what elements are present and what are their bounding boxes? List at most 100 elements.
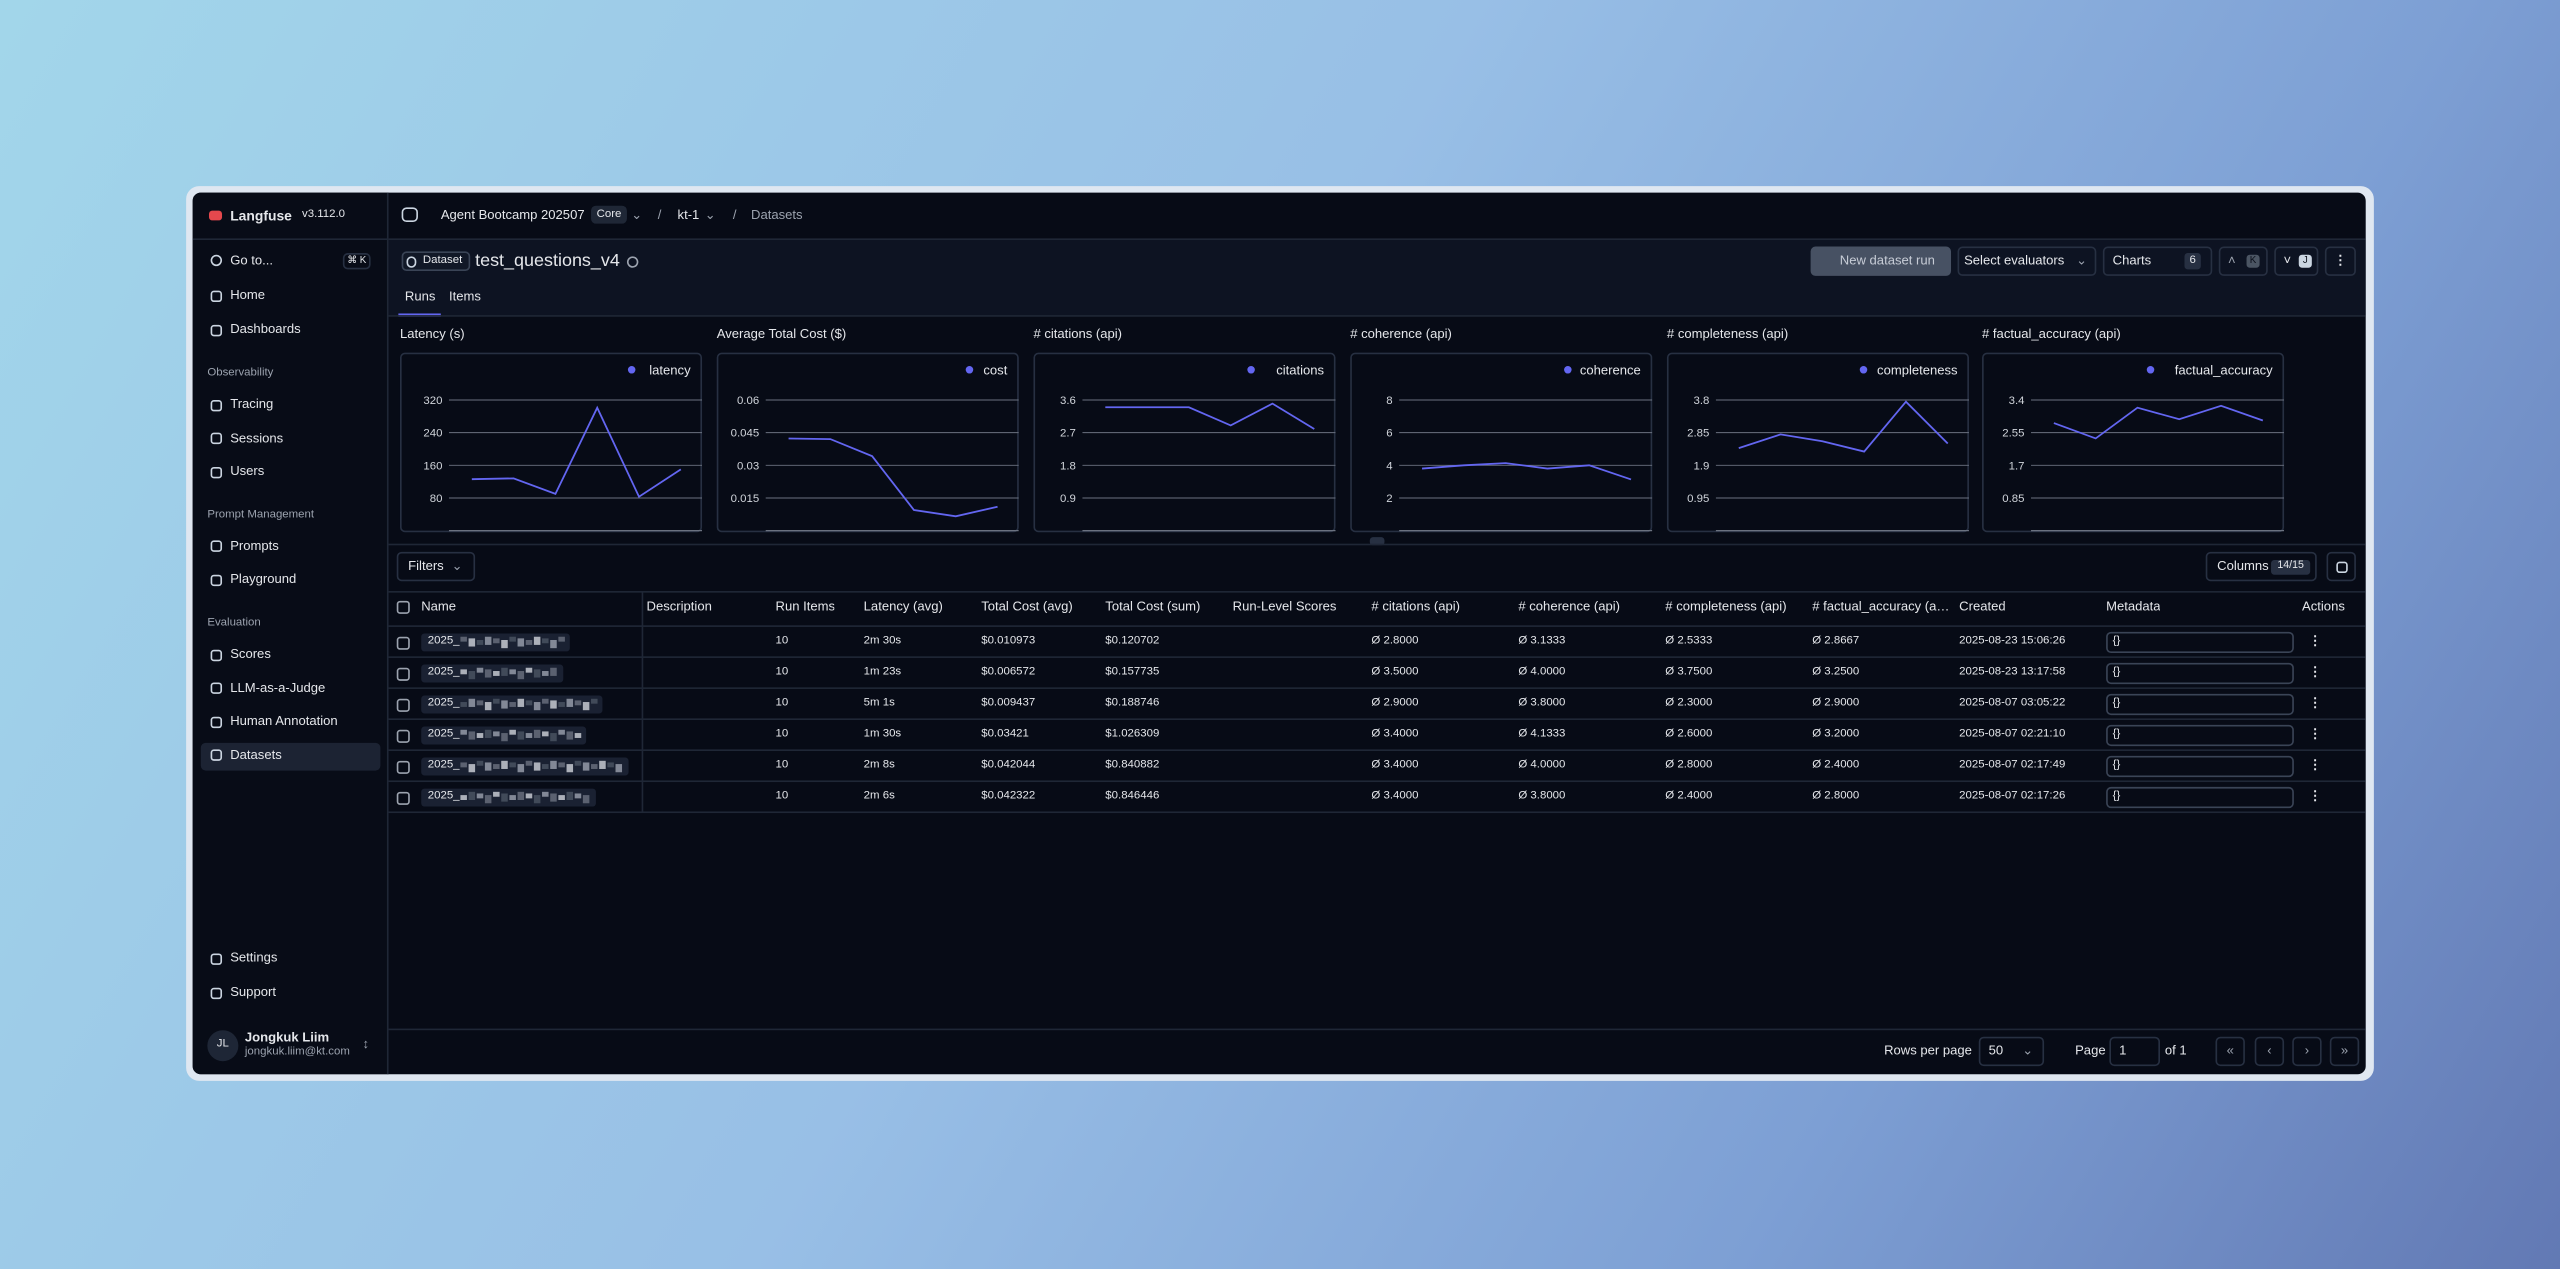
tab-items[interactable]: Items (448, 288, 481, 304)
redacted-name (509, 729, 516, 735)
redacted-name (550, 639, 557, 649)
redacted-name (582, 795, 590, 804)
redacted-name (484, 795, 492, 804)
y-tick-label: 160 (423, 460, 442, 472)
cell: 2025-08-07 02:17:49 (1959, 759, 2066, 771)
chart: completeness 3.8 2.85 1.9 0.95 (1687, 362, 1969, 532)
rows-per-page-value[interactable]: 50 (1988, 1043, 2004, 1058)
legend-label: coherence (1580, 362, 1641, 377)
page-value[interactable]: 1 (2119, 1043, 2127, 1058)
cell: Ø 2.8667 (1812, 635, 1860, 647)
redacted-name (517, 764, 525, 773)
breadcrumb-project[interactable]: Agent Bootcamp 202507 (440, 207, 585, 223)
metadata-value: {} (2112, 790, 2121, 802)
column-header: Total Cost (sum) (1105, 599, 1201, 614)
row-checkbox[interactable] (396, 636, 410, 650)
redacted-name (517, 731, 525, 740)
nav-item[interactable]: Sessions (230, 430, 284, 446)
column-header: Metadata (2106, 599, 2161, 614)
btn-evaluators (1957, 246, 2097, 276)
redacted-name (468, 671, 476, 680)
cell: 2025-08-23 13:17:58 (1959, 666, 2066, 678)
chart-panel: cost 0.06 0.045 0.03 0.015 (716, 352, 1019, 533)
chart: latency 320 240 160 80 (423, 362, 703, 532)
redacted-name (615, 764, 623, 773)
cell: $0.010973 (981, 635, 1036, 647)
row-checkbox[interactable] (396, 760, 410, 774)
row-actions[interactable]: ⋮ (2308, 633, 2322, 649)
cell: Ø 3.4000 (1371, 790, 1419, 802)
breadcrumb-page[interactable]: Datasets (751, 207, 803, 223)
nav-item[interactable]: Scores (230, 646, 271, 662)
chart: cost 0.06 0.045 0.03 0.015 (731, 362, 1019, 532)
nav-item[interactable]: Dashboards (230, 321, 301, 337)
nav-item[interactable]: Home (230, 287, 266, 303)
btn-evaluators-text[interactable]: Select evaluators (1964, 253, 2065, 268)
y-tick-label: 0.045 (731, 428, 760, 440)
nav-item[interactable]: Playground (230, 572, 297, 587)
btn-next (2274, 246, 2319, 276)
cell: 2025_ (427, 666, 460, 678)
chart-title: # factual_accuracy (api) (1982, 326, 2121, 342)
nav-icon (210, 540, 223, 553)
redacted-name (468, 791, 476, 800)
btn-columns-text[interactable]: Columns (2217, 558, 2269, 574)
nav-item[interactable]: Users (230, 463, 265, 479)
goto-search[interactable]: Go to... (230, 253, 274, 268)
more-dots[interactable]: ⋮ (2333, 253, 2347, 268)
page-nav-button[interactable] (2254, 1036, 2285, 1067)
redacted-name (550, 667, 557, 676)
btn-filters-text[interactable]: Filters (408, 558, 444, 574)
row-actions[interactable]: ⋮ (2308, 726, 2322, 742)
nav-item[interactable]: Prompts (230, 538, 279, 554)
columns-count: 14/15 (2277, 559, 2304, 572)
chart-panel: factual_accuracy 3.4 2.55 1.7 0.85 (1982, 352, 2285, 533)
columns-badge (2271, 559, 2311, 574)
redacted-name (566, 791, 574, 800)
btn-new-run-text[interactable]: New dataset run (1839, 253, 1935, 268)
redacted-name (558, 795, 565, 800)
nav-active (200, 742, 381, 771)
row-actions[interactable]: ⋮ (2308, 695, 2322, 711)
row-checkbox[interactable] (396, 698, 410, 712)
legend-label: citations (1276, 362, 1324, 377)
user-menu-chevron[interactable]: ↕ (362, 1036, 369, 1052)
redacted-name (517, 638, 525, 647)
chart: factual_accuracy 3.4 2.55 1.7 0.85 (2002, 362, 2285, 532)
row-checkbox[interactable] (396, 667, 410, 681)
app-window: Langfuse v3.112.0 Go to... ⌘ K Home Dashboard… (192, 192, 2366, 1075)
nav-item[interactable]: Human Annotation (230, 713, 338, 729)
row-checkbox[interactable] (396, 729, 410, 743)
page-nav-button[interactable] (2215, 1036, 2245, 1067)
redacted-name (493, 698, 500, 704)
redacted-name (533, 636, 541, 645)
row-actions[interactable]: ⋮ (2308, 788, 2322, 804)
chart-panel: latency 320 240 160 80 (399, 352, 703, 533)
core-badge-text: Core (596, 208, 622, 221)
nav-item[interactable]: Support (230, 984, 276, 1000)
redacted-name (509, 795, 516, 800)
nav-item[interactable]: LLM-as-a-Judge (230, 680, 326, 695)
metadata-field (2106, 786, 2294, 808)
btn-charts-text[interactable]: Charts (2112, 253, 2152, 268)
page-nav-button[interactable] (2292, 1036, 2322, 1067)
nav-item[interactable]: Datasets (230, 747, 282, 763)
row-checkbox[interactable] (396, 791, 410, 805)
nav-item[interactable]: Settings (230, 950, 278, 965)
tab-runs[interactable]: Runs (404, 288, 436, 304)
nav-icon (210, 324, 223, 336)
cell: $0.120702 (1105, 635, 1160, 647)
shortcut-key: ⌘ K (347, 256, 367, 267)
cell: 10 (775, 728, 789, 740)
row-actions[interactable]: ⋮ (2308, 757, 2322, 773)
row-actions[interactable]: ⋮ (2308, 664, 2322, 680)
redacted-name (566, 764, 574, 773)
breadcrumb-env[interactable]: kt-1 (677, 207, 700, 223)
cell: Ø 2.8000 (1665, 759, 1713, 771)
redacted-name (591, 698, 598, 704)
redacted-name (582, 702, 590, 711)
nav-item[interactable]: Tracing (230, 396, 274, 412)
brand-name: Langfuse (230, 207, 292, 224)
redacted-name (542, 698, 549, 704)
page-nav-button[interactable] (2329, 1036, 2360, 1067)
